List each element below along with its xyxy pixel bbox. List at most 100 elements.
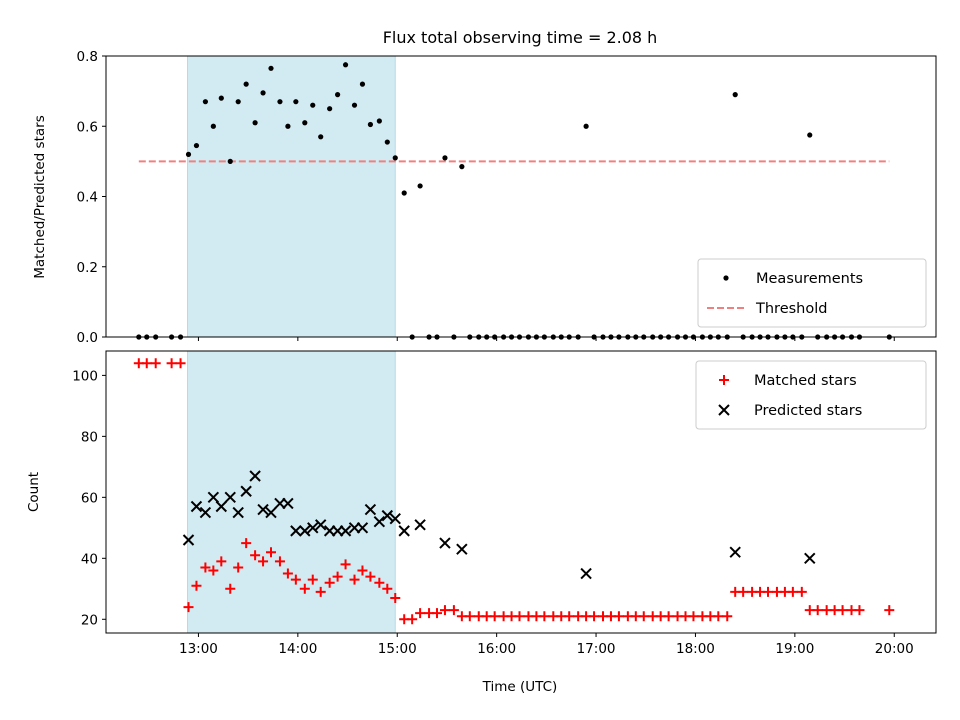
predicted-stars-point [257, 503, 269, 516]
predicted-stars-point [182, 534, 195, 546]
matched-stars-point [713, 611, 724, 622]
matched-stars-point [274, 556, 285, 567]
matched-stars-point [191, 580, 202, 591]
measurement-point [268, 65, 274, 71]
count-legend-box [695, 360, 927, 430]
x-tick-label: 17:00 [577, 641, 616, 657]
matched-stars-point [324, 577, 335, 588]
measurement-point [260, 90, 266, 96]
predicted-stars-point [339, 525, 352, 537]
matched-stars-point [464, 611, 475, 622]
measurement-point [583, 123, 589, 129]
count-y-axis-label: Count [26, 472, 42, 512]
predicted-stars-point [199, 506, 212, 519]
matched-stars-point [613, 611, 624, 622]
measurement-point [235, 99, 241, 105]
matched-stars-point [266, 547, 277, 558]
ratio-panel: 0.00.20.40.60.8 Matched/Predicted stars … [32, 49, 937, 346]
matched-stars-point [290, 574, 301, 585]
x-axis-label: Time (UTC) [482, 679, 558, 695]
ratio-y-tick-label: 0.8 [77, 49, 98, 65]
predicted-stars-point [414, 519, 426, 531]
ratio-y-tick-label: 0.0 [77, 330, 98, 346]
matched-stars-point [382, 583, 393, 594]
predicted-stars-point [249, 470, 261, 482]
measurement-point [401, 190, 407, 196]
ratio-shaded-region [187, 55, 396, 338]
matched-stars-point [150, 358, 161, 369]
predicted-stars-point [282, 497, 294, 510]
predicted-stars-point [729, 546, 741, 558]
predicted-stars-point [398, 525, 410, 537]
matched-stars-point [663, 611, 674, 622]
x-tick-label: 19:00 [775, 641, 814, 657]
x-tick-label: 13:00 [179, 641, 218, 657]
predicted-stars-point [373, 516, 386, 528]
measurement-point [252, 120, 258, 126]
x-tick-label: 18:00 [676, 641, 715, 657]
measurement-point [185, 151, 192, 157]
measurement-point [243, 81, 249, 87]
matched-stars-point [638, 611, 649, 622]
predicted-stars-point [290, 525, 302, 537]
ratio-y-tick-label: 0.2 [77, 260, 98, 276]
measurement-point [417, 183, 423, 189]
matched-stars-point [340, 559, 351, 570]
matched-stars-point [390, 592, 401, 603]
predicted-stars-point [215, 500, 228, 513]
matched-stars-point [722, 611, 733, 622]
measurement-point [193, 142, 200, 149]
matched-stars-point [374, 577, 385, 588]
count-panel-frame [105, 350, 937, 634]
count-y-tick-label: 20 [81, 612, 98, 628]
measurement-point [285, 123, 291, 129]
matched-stars-point [688, 611, 699, 622]
matched-stars-point [216, 556, 227, 567]
measurement-point [392, 155, 398, 161]
x-tick-label: 20:00 [875, 641, 914, 657]
matched-stars-point [787, 586, 798, 597]
matched-stars-point [141, 358, 152, 369]
predicted-stars-point [356, 522, 369, 534]
measurement-point [318, 134, 324, 140]
legend-label: Matched stars [754, 373, 857, 389]
measurement-point [202, 99, 209, 105]
x-tick-label: 14:00 [278, 641, 317, 657]
matched-stars-point [225, 583, 236, 594]
measurement-point [277, 99, 283, 105]
predicted-stars-point [364, 503, 377, 516]
predicted-stars-point [240, 485, 252, 497]
measurement-point [342, 62, 349, 68]
matched-stars-point [763, 586, 774, 597]
measurement-point [732, 92, 738, 98]
measurement-point [459, 164, 465, 170]
predicted-stars-point [190, 500, 203, 513]
count-shaded-region [187, 350, 396, 634]
legend-plus-icon [719, 375, 729, 385]
matched-stars-point [233, 562, 244, 573]
predicted-stars-point [299, 525, 311, 537]
matched-stars-point [812, 605, 823, 616]
matched-stars-point [738, 586, 749, 597]
matched-stars-point [175, 358, 186, 369]
matched-stars-point [200, 562, 211, 573]
predicted-stars-point [207, 491, 220, 504]
measurement-point [327, 106, 333, 112]
predicted-stars-point [224, 491, 236, 504]
matched-stars-point [208, 565, 219, 576]
matched-stars-point [183, 602, 194, 613]
measurement-point [376, 118, 382, 124]
x-tick-label: 16:00 [477, 641, 516, 657]
predicted-stars-point [456, 543, 468, 555]
matched-stars-point [357, 565, 368, 576]
measurement-point [807, 132, 813, 138]
ratio-panel-frame [105, 55, 937, 338]
matched-stars-point [837, 605, 848, 616]
measurement-point [442, 155, 448, 161]
predicted-stars-point [314, 519, 327, 531]
matched-stars-point [514, 611, 525, 622]
matched-stars-point [589, 611, 600, 622]
legend-label: Predicted stars [754, 403, 862, 419]
ratio-y-axis-label: Matched/Predicted stars [32, 115, 48, 278]
